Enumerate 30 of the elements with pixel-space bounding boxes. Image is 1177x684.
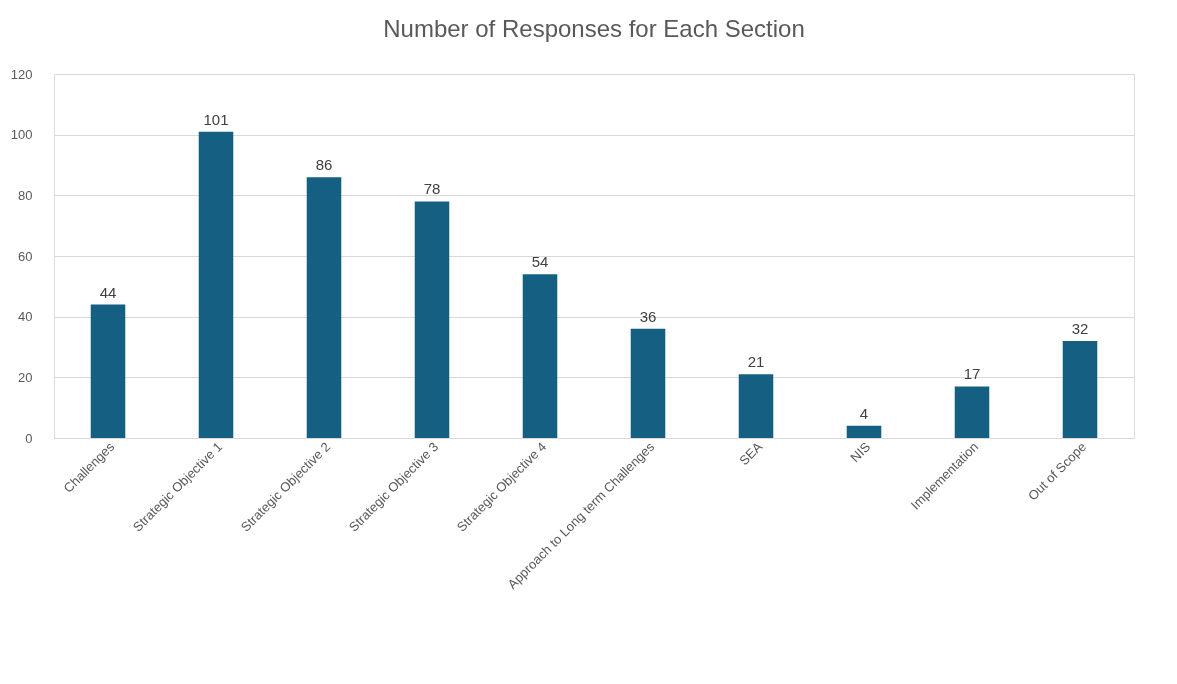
bar (306, 177, 342, 438)
data-label: 21 (747, 353, 765, 371)
data-label: 36 (639, 307, 657, 325)
x-tick-label: SEA (736, 438, 766, 469)
bar (846, 425, 882, 438)
y-tick-label: 40 (18, 309, 33, 325)
bar (630, 328, 666, 438)
y-tick-label: 60 (18, 248, 33, 264)
bar (414, 201, 450, 438)
chart-title: Number of Responses for Each Section (383, 15, 805, 42)
data-label: 32 (1071, 319, 1089, 337)
data-label: 78 (423, 180, 441, 198)
x-tick-label: NIS (847, 438, 874, 466)
data-label: 4 (859, 404, 869, 422)
bar (1062, 340, 1098, 438)
bar (954, 386, 990, 438)
data-label: 54 (531, 253, 549, 271)
data-label: 86 (315, 156, 333, 174)
y-tick-label: 20 (18, 369, 33, 385)
bar (198, 131, 234, 438)
data-label: 44 (99, 283, 117, 301)
y-tick-label: 120 (10, 66, 33, 82)
y-tick-label: 80 (18, 187, 33, 203)
bar (738, 374, 774, 438)
y-tick-label: 0 (25, 430, 33, 446)
data-label: 17 (963, 365, 981, 383)
bar (90, 304, 126, 438)
bar (522, 274, 558, 438)
data-label: 101 (203, 110, 229, 128)
y-tick-label: 100 (10, 127, 33, 143)
